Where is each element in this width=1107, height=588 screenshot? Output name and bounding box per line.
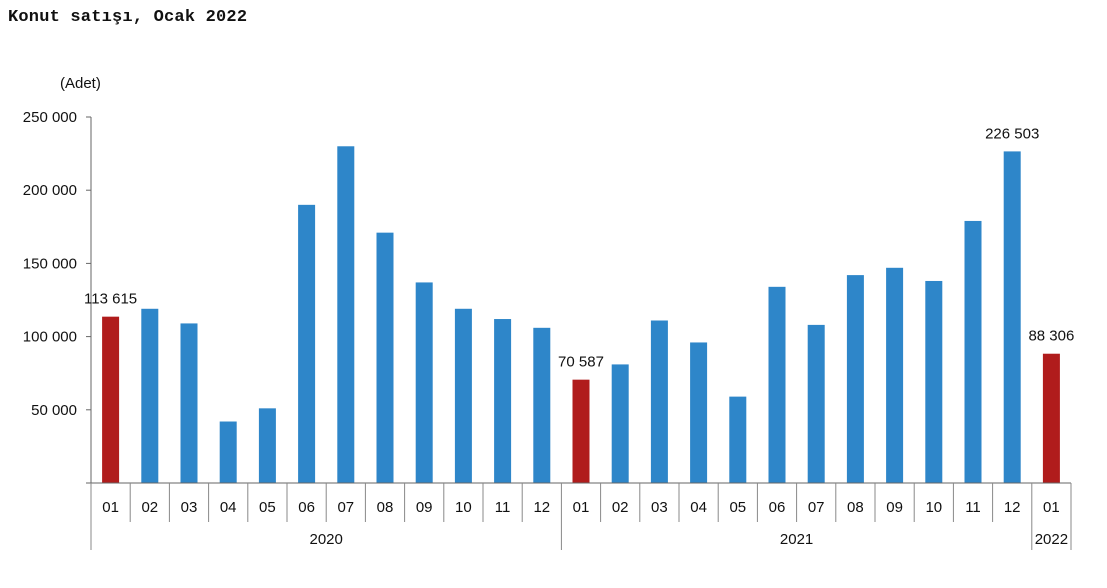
bar	[298, 204, 316, 483]
x-tick-label: 09	[416, 499, 433, 516]
x-tick-label: 02	[612, 499, 629, 516]
bar	[1042, 353, 1060, 483]
y-unit-label: (Adet)	[60, 75, 101, 92]
bar	[964, 220, 982, 483]
bar	[611, 364, 629, 483]
x-tick-label: 01	[1043, 499, 1060, 516]
x-tick-label: 03	[651, 499, 668, 516]
year-label: 2021	[780, 531, 813, 548]
bar	[102, 316, 120, 483]
bar	[925, 280, 943, 483]
bar	[886, 267, 904, 483]
y-tick-label: 250 000	[23, 109, 77, 126]
chart-title: Konut satışı, Ocak 2022	[8, 8, 248, 27]
x-tick-label: 04	[690, 499, 707, 516]
bar	[141, 308, 159, 483]
bar	[454, 308, 472, 483]
x-tick-label: 10	[925, 499, 942, 516]
bar	[180, 323, 198, 483]
x-tick-label: 12	[1004, 499, 1021, 516]
x-tick-label: 05	[729, 499, 746, 516]
x-tick-label: 07	[337, 499, 354, 516]
bar	[729, 396, 747, 483]
x-tick-label: 06	[298, 499, 315, 516]
bar	[768, 286, 786, 483]
x-tick-label: 11	[965, 499, 981, 516]
bar	[415, 282, 433, 483]
bar	[690, 342, 708, 483]
bar	[650, 320, 668, 483]
y-tick-label: 50 000	[31, 402, 77, 419]
y-axis: 50 000 100 000 150 000 200 000 250 000	[23, 109, 92, 483]
bar	[376, 232, 394, 483]
x-tick-label: 11	[495, 499, 511, 516]
bar	[846, 275, 864, 483]
x-tick-label: 07	[808, 499, 825, 516]
bars: 113 615 70 587 226 503 88 306	[84, 125, 1074, 484]
x-tick-label: 08	[847, 499, 864, 516]
data-label: 88 306	[1028, 328, 1074, 345]
bar	[219, 421, 237, 483]
y-tick-label: 200 000	[23, 182, 77, 199]
x-tick-label: 04	[220, 499, 237, 516]
x-tick-label: 02	[141, 499, 158, 516]
x-tick-label: 01	[102, 499, 119, 516]
bar	[494, 319, 512, 483]
bar	[258, 408, 276, 483]
x-tick-label: 09	[886, 499, 903, 516]
x-tick-label: 01	[573, 499, 590, 516]
x-tick-label: 12	[533, 499, 550, 516]
data-label: 113 615	[84, 291, 137, 308]
bar	[1003, 151, 1021, 484]
x-tick-label: 05	[259, 499, 276, 516]
bar	[572, 379, 590, 483]
x-axis: 01 02 03 04 05 06 07 08 09 10 11 12 01 02 03 04 05 06 07 08…	[86, 482, 1072, 550]
x-tick-label: 03	[181, 499, 198, 516]
bar	[337, 146, 355, 483]
x-tick-label: 08	[377, 499, 394, 516]
y-tick-label: 100 000	[23, 329, 77, 346]
year-label: 2020	[310, 531, 343, 548]
bar	[807, 324, 825, 483]
y-tick-label: 150 000	[23, 255, 77, 272]
bar	[533, 327, 551, 483]
x-tick-label: 10	[455, 499, 472, 516]
x-tick-label: 06	[769, 499, 786, 516]
data-label: 226 503	[985, 125, 1039, 142]
year-label: 2022	[1035, 531, 1068, 548]
data-label: 70 587	[558, 354, 604, 371]
